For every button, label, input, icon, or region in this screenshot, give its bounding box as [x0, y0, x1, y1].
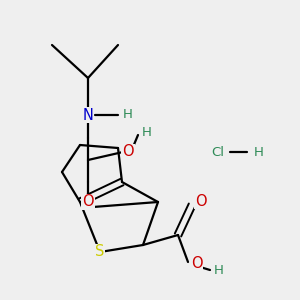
Text: O: O [195, 194, 207, 208]
Text: H: H [214, 265, 224, 278]
Text: O: O [122, 145, 134, 160]
Text: Cl: Cl [212, 146, 224, 158]
Text: O: O [191, 256, 202, 272]
Text: O: O [82, 194, 94, 209]
Text: H: H [254, 146, 264, 158]
Text: H: H [123, 109, 133, 122]
Text: H: H [142, 127, 152, 140]
Text: S: S [95, 244, 105, 260]
Text: N: N [82, 107, 93, 122]
